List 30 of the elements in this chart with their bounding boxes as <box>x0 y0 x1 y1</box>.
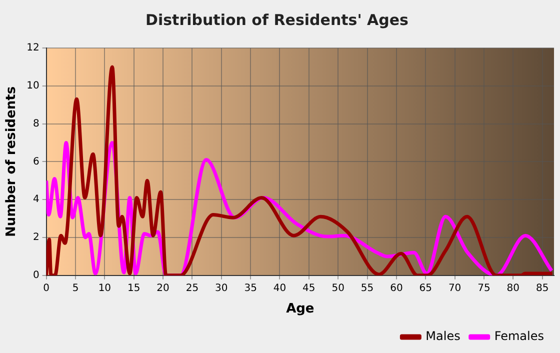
y-tick-label: 0 <box>32 270 40 281</box>
x-tick-label: 0 <box>43 282 50 294</box>
legend-label: Females <box>494 329 544 344</box>
x-tick-label: 10 <box>98 282 112 294</box>
x-tick-label: 45 <box>302 282 316 294</box>
chart-title: Distribution of Residents' Ages <box>146 10 409 29</box>
y-tick-label: 6 <box>32 156 40 168</box>
x-tick-label: 20 <box>156 282 170 294</box>
x-tick-label: 80 <box>506 282 520 294</box>
x-tick-label: 70 <box>448 282 462 294</box>
x-tick-label: 75 <box>478 282 490 294</box>
y-axis-title: Number of residents <box>4 86 20 238</box>
x-tick-label: 65 <box>419 282 432 294</box>
x-tick-label: 35 <box>244 282 257 294</box>
x-tick-label: 85 <box>536 282 549 294</box>
x-tick-label: 15 <box>127 282 140 294</box>
y-tick-label: 12 <box>26 42 40 54</box>
x-tick-label: 5 <box>72 282 79 294</box>
x-axis-title: Age <box>286 302 314 317</box>
y-tick-label: 2 <box>32 232 40 244</box>
x-tick-label: 30 <box>215 282 228 294</box>
x-tick-label: 40 <box>273 282 286 294</box>
x-tick-label: 25 <box>186 282 199 294</box>
y-tick-label: 4 <box>32 194 40 206</box>
y-tick-label: 10 <box>26 80 40 92</box>
legend-label: Males <box>426 329 460 344</box>
x-tick-label: 50 <box>332 282 344 294</box>
x-tick-label: 60 <box>390 282 403 294</box>
y-tick-label: 8 <box>32 118 40 130</box>
x-tick-label: 55 <box>360 282 374 294</box>
